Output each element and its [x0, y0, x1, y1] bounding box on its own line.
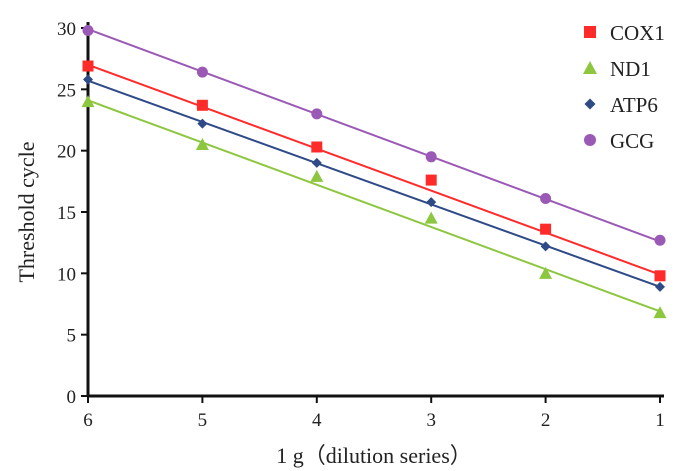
data-point-nd1	[81, 95, 95, 108]
legend-label-cox1: COX1	[610, 21, 665, 45]
trendline-atp6	[87, 79, 661, 288]
data-points	[81, 24, 667, 319]
data-point-gcg	[196, 66, 208, 78]
y-axis-title: Threshold cycle	[14, 141, 39, 282]
y-tick-label: 10	[57, 264, 76, 285]
data-point-cox1	[425, 174, 437, 186]
data-point-atp6	[426, 197, 437, 208]
y-tick-label: 30	[57, 19, 76, 40]
data-point-atp6	[540, 241, 551, 252]
legend-marker-atp6	[584, 98, 596, 110]
y-tick-label: 15	[57, 203, 76, 224]
y-tick-label: 20	[57, 142, 76, 163]
legend-marker-cox1	[584, 26, 596, 38]
data-point-atp6	[83, 74, 93, 85]
data-point-gcg	[654, 234, 666, 246]
data-point-cox1	[540, 223, 552, 235]
data-point-nd1	[424, 211, 438, 224]
data-point-gcg	[540, 193, 552, 205]
x-tick-label: 3	[426, 410, 436, 431]
x-tick-label: 6	[83, 410, 93, 431]
data-point-cox1	[196, 99, 208, 111]
y-tick-label: 5	[67, 326, 77, 347]
legend-marker-gcg	[584, 134, 596, 146]
trendlines	[87, 28, 661, 313]
x-tick-label: 4	[312, 410, 322, 431]
data-point-cox1	[654, 270, 666, 282]
trendline-cox1	[87, 63, 661, 276]
trendline-nd1	[87, 99, 661, 313]
data-point-atp6	[197, 118, 208, 129]
data-point-gcg	[311, 108, 323, 120]
y-tick-label: 0	[67, 387, 77, 408]
legend-label-nd1: ND1	[610, 57, 651, 81]
data-point-cox1	[82, 60, 94, 72]
legend-marker-nd1	[583, 61, 597, 74]
data-point-nd1	[195, 138, 209, 151]
x-tick-label: 5	[198, 410, 208, 431]
legend-label-atp6: ATP6	[610, 93, 658, 117]
legend: COX1 ND1 ATP6 GCG	[583, 21, 665, 153]
legend-label-gcg: GCG	[610, 129, 654, 153]
data-point-gcg	[82, 24, 94, 36]
data-point-nd1	[539, 266, 553, 279]
trendline-gcg	[87, 28, 661, 243]
x-tick-label: 1	[655, 410, 665, 431]
data-point-nd1	[653, 306, 667, 319]
data-point-atp6	[311, 157, 322, 168]
data-point-cox1	[311, 141, 323, 153]
x-tick-label: 2	[541, 410, 551, 431]
data-point-gcg	[425, 151, 437, 163]
data-point-nd1	[310, 169, 324, 182]
data-point-atp6	[655, 281, 665, 292]
axes: 0 5 10 15 20 25 30 6 5 4 3 2 1	[57, 19, 665, 431]
x-axis-title: 1 g（dilution series）	[276, 443, 472, 468]
y-tick-label: 25	[57, 80, 76, 101]
